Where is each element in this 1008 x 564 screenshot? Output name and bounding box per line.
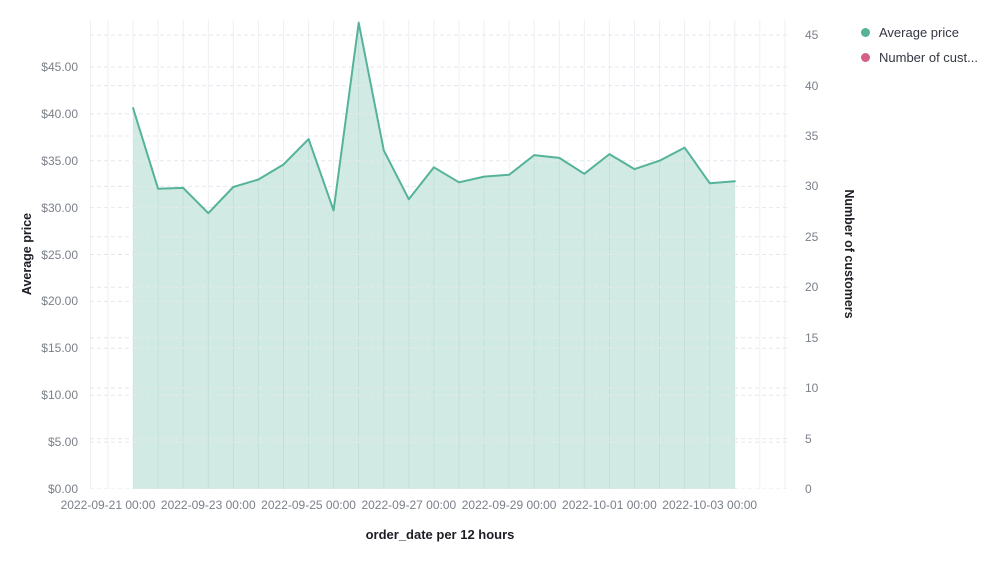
- y-axis-left-tick-label: $30.00: [41, 200, 78, 215]
- area-chart-plot[interactable]: [90, 20, 790, 489]
- y-axis-right-tick-label: 0: [805, 482, 812, 496]
- y-axis-left-tick-label: $35.00: [41, 153, 78, 168]
- y-axis-right-tick-label: 45: [805, 28, 819, 43]
- y-axis-right-title: Number of customers: [842, 189, 856, 319]
- y-axis-left-tick-label: $15.00: [41, 341, 78, 356]
- y-axis-right-tick-label: 35: [805, 128, 819, 143]
- y-axis-right-tick-label: 25: [805, 229, 819, 244]
- x-axis-tick-label: 2022-09-23 00:00: [160, 498, 256, 512]
- y-axis-left-tick-label: $5.00: [47, 435, 78, 450]
- y-axis-right-tick-label: 15: [805, 330, 819, 345]
- x-axis-tick-label: 2022-09-27 00:00: [361, 498, 457, 512]
- x-axis-tick-label: 2022-09-25 00:00: [261, 498, 356, 512]
- x-axis-tick-label: 2022-10-03 00:00: [662, 498, 758, 512]
- y-axis-right-tick-label: 10: [805, 381, 819, 396]
- x-axis-tick-label: 2022-10-01 00:00: [562, 498, 657, 512]
- y-axis-left-tick-label: $40.00: [41, 106, 78, 121]
- y-axis-right-tick-label: 40: [805, 78, 819, 93]
- series-dot-icon: [861, 27, 870, 37]
- y-axis-right-tick-label: 20: [805, 280, 819, 295]
- legend-item-average-price[interactable]: Average price: [861, 23, 978, 41]
- legend-label: Number of cust...: [879, 49, 978, 65]
- x-axis-title: order_date per 12 hours: [365, 527, 515, 542]
- legend-label: Average price: [879, 24, 959, 40]
- y-axis-left-tick-label: $45.00: [41, 59, 78, 74]
- y-axis-left-tick-label: $0.00: [47, 482, 78, 496]
- y-axis-left-tick-label: $20.00: [41, 294, 78, 309]
- legend: Average price Number of cust...: [861, 23, 978, 66]
- x-axis-tick-label: 2022-09-29 00:00: [461, 498, 557, 512]
- y-axis-left-tick-label: $10.00: [41, 388, 78, 403]
- series-dot-icon: [861, 52, 870, 62]
- y-axis-right-tick-label: 5: [805, 431, 812, 446]
- legend-item-number-of-customers[interactable]: Number of cust...: [861, 48, 978, 66]
- y-axis-left-tick-label: $25.00: [41, 247, 78, 262]
- y-axis-right-tick-label: 30: [805, 179, 819, 194]
- y-axis-left-title: Average price: [20, 212, 34, 296]
- x-axis-tick-label: 2022-09-21 00:00: [60, 498, 156, 512]
